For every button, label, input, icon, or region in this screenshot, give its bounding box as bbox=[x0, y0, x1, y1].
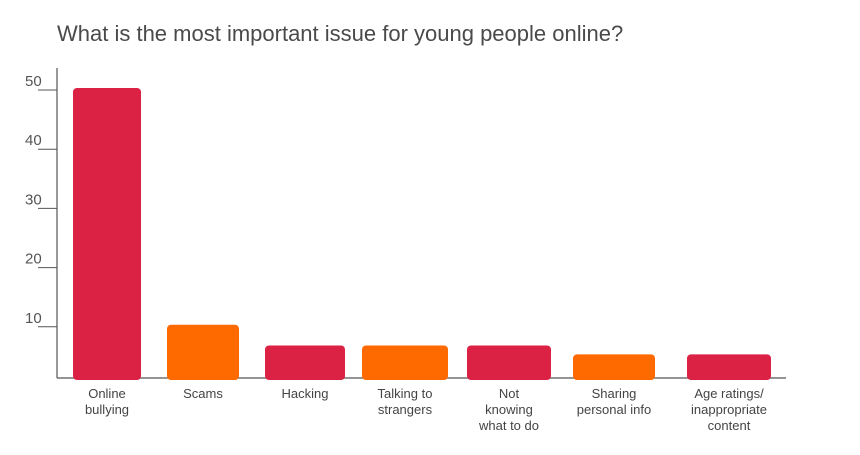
x-category-label-line: bullying bbox=[85, 402, 129, 417]
x-category-label: Scams bbox=[183, 386, 223, 401]
x-category-label: Age ratings/inappropriate content bbox=[691, 386, 767, 433]
y-tick-label: 40 bbox=[25, 132, 42, 149]
x-category-label-line: Talking to bbox=[378, 386, 433, 401]
bar bbox=[73, 87, 141, 380]
bar bbox=[687, 354, 771, 380]
x-category-label-line: Hacking bbox=[282, 386, 329, 401]
x-category-label: Sharing personal info bbox=[577, 386, 651, 417]
x-category-label-line: strangers bbox=[378, 402, 433, 417]
x-category-label-line: knowing bbox=[485, 402, 533, 417]
x-category-label-line: Sharing bbox=[592, 386, 637, 401]
x-category-label-line: Not bbox=[499, 386, 520, 401]
bar bbox=[573, 354, 655, 380]
y-tick-label: 20 bbox=[25, 251, 42, 268]
bar bbox=[362, 345, 448, 380]
x-category-label-line: Age ratings/ bbox=[694, 386, 764, 401]
x-category-label: Talking to strangers bbox=[378, 386, 433, 417]
bar bbox=[167, 324, 239, 380]
y-tick-label: 30 bbox=[25, 191, 42, 208]
x-category-label-line: content bbox=[708, 418, 751, 433]
y-tick-label: 10 bbox=[25, 310, 42, 327]
x-category-label-line: what to do bbox=[478, 418, 539, 433]
x-category-label: Not knowing what to do bbox=[478, 386, 539, 433]
x-category-label-line: inappropriate bbox=[691, 402, 767, 417]
bar bbox=[467, 345, 551, 380]
x-category-label: Hacking bbox=[282, 386, 329, 401]
bar bbox=[265, 345, 345, 380]
x-category-label: Online bullying bbox=[85, 386, 129, 417]
y-tick-label: 50 bbox=[25, 73, 42, 90]
x-category-label-line: personal info bbox=[577, 402, 651, 417]
chart-title: What is the most important issue for you… bbox=[57, 21, 624, 46]
x-category-label-line: Scams bbox=[183, 386, 223, 401]
x-category-label-line: Online bbox=[88, 386, 126, 401]
